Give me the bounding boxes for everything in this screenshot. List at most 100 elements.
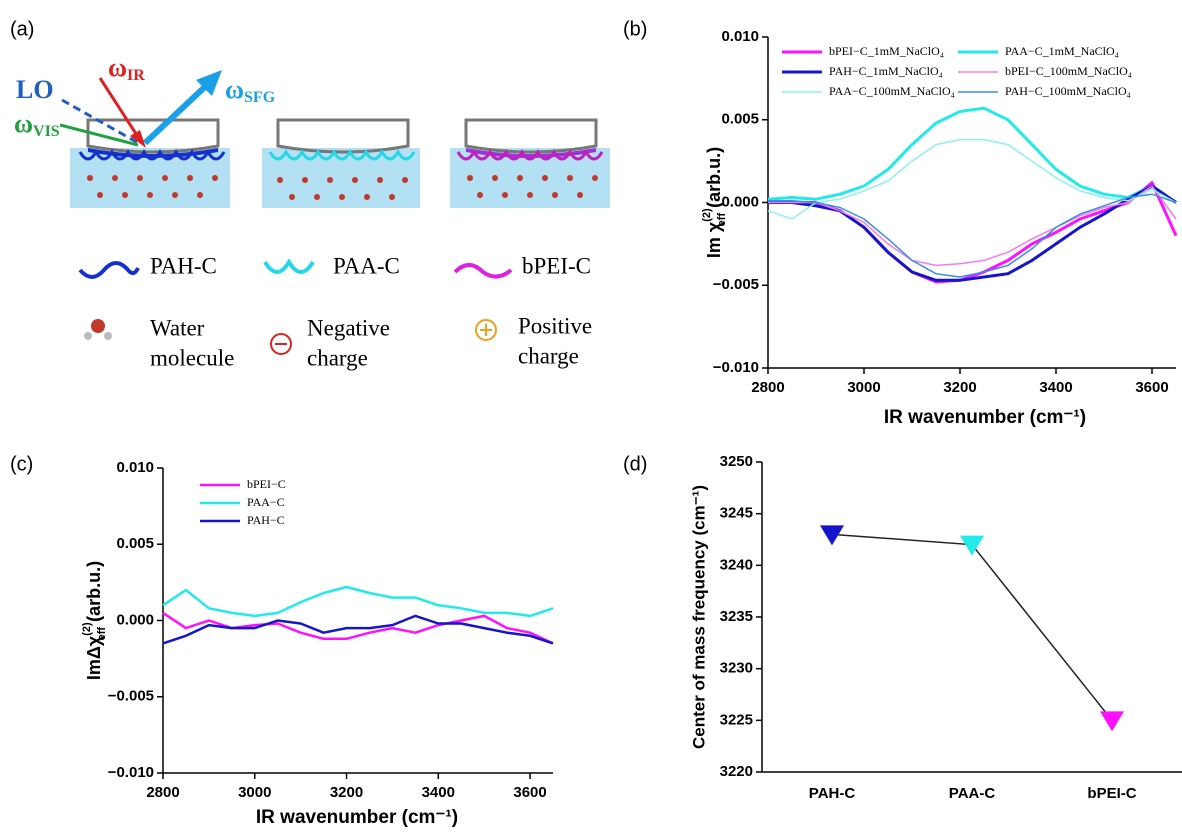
polymer: [268, 148, 416, 161]
superscript: (2): [81, 622, 93, 636]
superscript: (2): [701, 208, 713, 222]
symbol-label: charge: [518, 343, 579, 368]
legend-icon: [78, 261, 140, 279]
legend-icon: [263, 258, 315, 274]
ir-beam: [98, 77, 142, 141]
legend-label: PAA−C: [247, 495, 285, 509]
ir-label: ωIR: [108, 53, 145, 84]
legend-label: bPEI−C: [247, 477, 286, 491]
x-tick-label: 3200: [330, 784, 363, 801]
y-tick-label: 0.000: [721, 193, 759, 210]
water-molecules: [87, 175, 598, 200]
legend-label: PAA-C: [333, 253, 400, 278]
x-tick-label: 3400: [422, 784, 455, 801]
subscript: IR: [127, 67, 145, 84]
series-line: [767, 138, 1177, 220]
x-axis-label: IR wavenumber (cm⁻¹): [256, 807, 458, 828]
x-tick-label: 2800: [751, 379, 784, 396]
y-tick-label: 0.010: [116, 459, 154, 476]
symbol: ω: [225, 75, 244, 104]
y-tick-label: 3225: [720, 711, 753, 728]
y-tick-label: −0.005: [713, 276, 759, 293]
x-tick-label: 3000: [847, 379, 880, 396]
connector-line: [831, 533, 1113, 721]
y-tick-label: 3250: [720, 453, 753, 470]
subscript: VIS: [33, 123, 60, 140]
water-icon: [91, 319, 105, 333]
y-axis-label: Center of mass frequency (cm⁻¹): [689, 485, 708, 749]
x-tick-label: 3600: [513, 784, 546, 801]
subscript: eff: [716, 213, 728, 227]
vis-beam: [59, 123, 139, 147]
panel-label: (d): [623, 453, 647, 475]
y-tick-label: 0.010: [721, 28, 759, 45]
symbol: ω: [14, 109, 33, 138]
series-line: [162, 614, 554, 645]
subscript: eff: [96, 627, 108, 641]
marker: [1100, 711, 1124, 732]
legend-label: PAA−C_1mM_NaClO₄: [1005, 44, 1119, 58]
x-tick-label: 3000: [238, 784, 271, 801]
symbol-label: molecule: [150, 345, 234, 370]
y-axis-label: ImΔχ(2) eff (arb.u.): [81, 561, 108, 680]
sfg-beam: [142, 81, 211, 146]
x-tick-label: 3400: [1039, 379, 1072, 396]
y-tick-label: −0.010: [713, 359, 759, 376]
label-text: (arb.u.): [84, 561, 104, 627]
y-tick-label: 3245: [720, 505, 753, 522]
x-tick-label: PAA-C: [949, 785, 996, 802]
y-tick-label: 0.005: [116, 535, 154, 552]
polymer: [456, 148, 604, 161]
film: [466, 148, 596, 158]
lo-beam: [61, 98, 141, 146]
panel-label: (b): [623, 18, 647, 40]
marker: [820, 525, 844, 546]
marker: [960, 535, 984, 556]
y-tick-label: 0.000: [116, 611, 154, 628]
x-tick-label: 2800: [146, 784, 179, 801]
symbol-label: Negative: [307, 315, 390, 340]
series-line: [162, 585, 554, 618]
y-tick-label: 3230: [720, 660, 753, 677]
cell: [276, 118, 410, 154]
x-tick-label: 3600: [1135, 379, 1168, 396]
panel-a: (a) LO ωIR ωSFG ωVIS PAH-C PAA-C bPEI-C …: [10, 18, 610, 370]
series-line: [768, 185, 1177, 267]
legend-label: PAH−C_1mM_NaClO₄: [829, 64, 943, 78]
y-axis-label: Im χ(2) eff (arb.u.): [701, 147, 728, 258]
symbol-label: Water: [150, 315, 205, 340]
x-tick-label: 3200: [943, 379, 976, 396]
subscript: SFG: [244, 89, 276, 106]
series-line: [768, 193, 1177, 278]
arrow-head: [196, 70, 222, 96]
panel-label: (c): [10, 453, 33, 475]
legend-label: bPEI-C: [522, 253, 591, 278]
legend-icon: [453, 263, 513, 279]
arrow-head: [130, 130, 146, 148]
y-tick-label: 3235: [720, 608, 753, 625]
legend-label: PAH−C_100mM_NaClO₄: [1005, 84, 1131, 98]
y-tick-label: 3240: [720, 556, 753, 573]
legend-label: PAH−C: [247, 513, 285, 527]
y-tick-label: −0.010: [108, 764, 154, 781]
label-text: ImΔχ: [84, 635, 104, 680]
symbol-label: charge: [307, 345, 368, 370]
positive-icon: [475, 319, 497, 341]
y-tick-label: −0.005: [108, 688, 154, 705]
x-axis-label: IR wavenumber (cm⁻¹): [884, 407, 1086, 428]
positive-icon: [480, 324, 492, 336]
negative-icon: [270, 333, 292, 355]
symbol-label: Positive: [518, 313, 592, 338]
vis-label: ωVIS: [14, 109, 60, 140]
legend-label: PAH-C: [150, 253, 217, 278]
cell: [86, 118, 220, 154]
symbol: ω: [108, 53, 127, 82]
legend-label: bPEI−C_1mM_NaClO₄: [829, 44, 944, 58]
y-tick-label: 3220: [720, 763, 753, 780]
film: [88, 148, 218, 158]
label-text: Im χ: [704, 221, 724, 258]
panel-label: (a): [10, 18, 34, 40]
label-text: (arb.u.): [704, 147, 724, 213]
water-icon: [84, 332, 92, 340]
